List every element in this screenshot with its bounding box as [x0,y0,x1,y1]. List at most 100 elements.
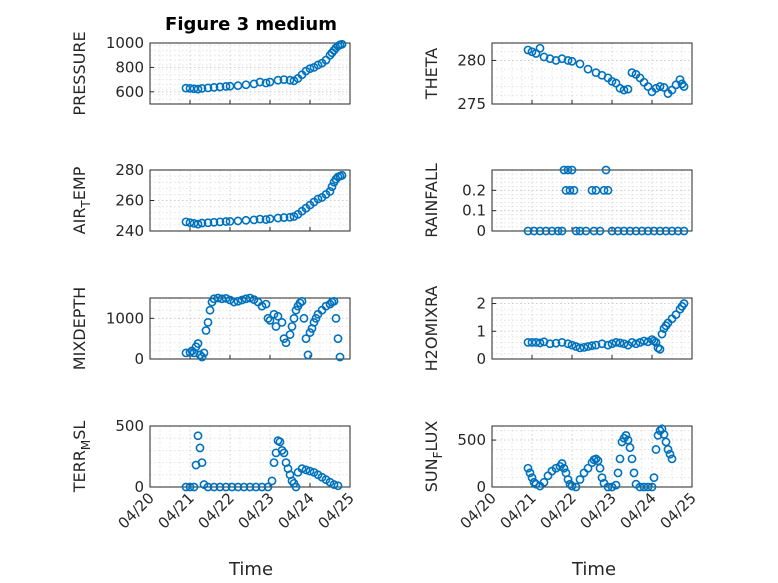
data-point [595,463,605,473]
data-point [333,481,343,491]
data-point [661,226,671,236]
data-point [615,454,625,464]
plot-frame [149,42,351,105]
data-point [631,339,641,349]
data-point [285,330,295,339]
data-point [563,339,573,349]
data-point [277,445,287,455]
y-tick-label: 280 [457,51,486,69]
data-point [261,78,271,88]
data-point [329,480,339,489]
data-point [647,482,657,492]
data-point [597,339,607,349]
y-tick-label: 500 [115,417,144,435]
data-point [193,219,203,229]
data-point [255,77,265,87]
y-axis-label: PRESSURE [70,31,89,115]
y-tick-label: 600 [115,83,144,101]
plot-frame [491,297,693,360]
y-tick-label: 260 [115,192,144,210]
y-axis-label: H2OMIXRA [422,286,441,372]
data-point [671,310,681,320]
data-point [611,480,621,490]
y-tick-label: 0 [134,350,144,368]
data-point [273,311,283,321]
data-point [257,482,267,492]
y-tick-label: 500 [457,431,486,449]
panel-4: 0 0.1 0.2 RAINFALL [422,163,693,240]
data-point [611,337,621,347]
data-point [651,337,661,347]
data-point [619,85,629,95]
data-point [567,165,577,175]
data-point [245,293,255,303]
data-point [233,81,243,91]
data-point [649,473,659,483]
data-point [285,212,295,222]
data-point [591,454,601,464]
data-point [575,59,585,69]
data-point [279,75,289,84]
data-point [657,329,667,339]
data-point [329,296,339,306]
data-point [305,466,315,476]
data-point [297,464,307,474]
y-tick-label: 1 [476,322,486,340]
data-point [209,294,219,304]
figure-title: Figure 3 medium [165,14,337,35]
data-point [529,226,539,236]
data-point [265,315,275,325]
data-point [303,350,313,360]
data-point [547,226,557,236]
data-point [559,463,569,473]
data-point [623,84,633,94]
data-point [215,82,225,92]
data-point [527,47,537,57]
data-point [625,443,635,452]
data-point [569,185,579,195]
data-point [263,482,273,492]
y-tick-label: 280 [115,161,144,179]
data-point [583,463,593,473]
data-point [545,339,555,349]
data-point [203,482,213,492]
data-point [643,482,653,492]
x-tick-label: 04/22 [537,489,580,532]
data-point [629,468,639,478]
data-point [241,215,251,225]
data-point [203,218,213,228]
data-point [249,215,259,225]
data-point [203,83,213,93]
data-point [607,339,617,349]
data-point [599,185,609,195]
x-axis-label-left: Time [228,559,273,580]
y-tick-label: 275 [457,95,486,113]
data-point [603,340,613,350]
data-point [575,343,585,353]
data-point [275,437,285,447]
data-point [663,445,673,454]
data-point [679,299,689,308]
data-point [563,475,573,484]
data-point [261,299,271,309]
data-point [523,45,533,55]
data-point [643,226,653,236]
data-point [245,482,255,492]
data-point [673,226,683,236]
y-tick-label: 0 [476,478,486,496]
data-point [221,82,231,91]
data-point [195,443,205,453]
data-point [627,454,637,464]
data-point [567,340,577,350]
data-point [287,476,297,486]
y-tick-label: 1000 [106,309,144,327]
panel-5: 0 1000 MIXDEPTH [70,287,351,370]
data-point [615,338,625,348]
data-point [181,482,191,492]
data-point [651,445,661,454]
data-point [279,213,289,222]
data-point [529,477,539,487]
data-point [241,80,251,90]
data-point [659,83,669,92]
